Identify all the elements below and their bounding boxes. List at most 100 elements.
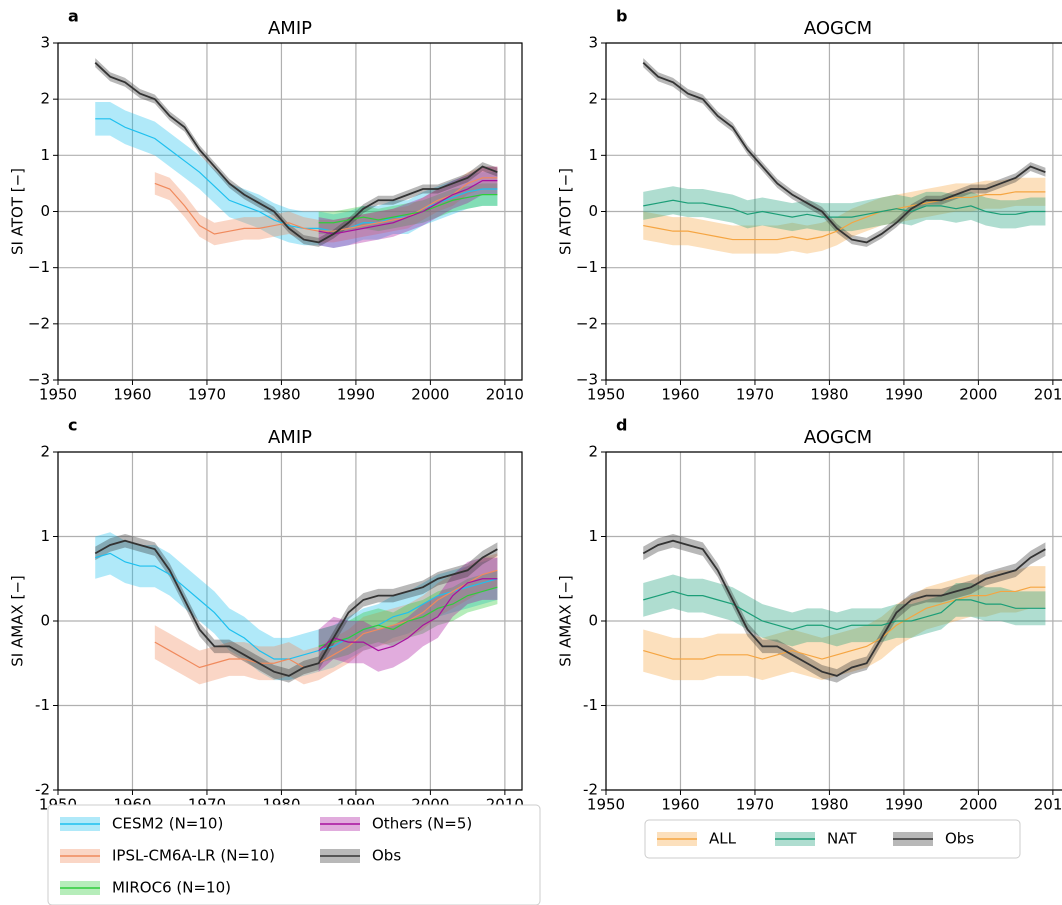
legend-label: CESM2 (N=10) — [112, 815, 223, 833]
band — [318, 183, 498, 234]
y-tick-label: −1 — [576, 258, 598, 276]
x-tick-label: 1960 — [113, 386, 151, 404]
band — [95, 532, 498, 681]
legend-label: IPSL-CM6A-LR (N=10) — [112, 847, 275, 865]
legend-label: NAT — [827, 830, 857, 848]
y-tick-label: 2 — [588, 90, 598, 108]
x-tick-label: 1980 — [262, 386, 300, 404]
y-axis-label: SI AMAX [−] — [9, 575, 27, 667]
x-tick-label: 1950 — [39, 386, 77, 404]
plot-frame — [57, 42, 523, 381]
band — [95, 101, 498, 249]
y-tick-label: 1 — [588, 527, 598, 545]
line — [94, 539, 498, 677]
plot-frame — [57, 451, 523, 791]
x-tick-label: 2000 — [411, 386, 449, 404]
y-tick-label: 1 — [40, 146, 50, 164]
line — [318, 180, 498, 235]
band — [95, 533, 498, 683]
line — [318, 578, 498, 652]
y-tick-label: −3 — [28, 371, 50, 389]
y-tick-label: 0 — [40, 202, 50, 220]
x-tick-label: 1960 — [661, 796, 699, 814]
band — [643, 186, 1046, 232]
y-tick-label: −2 — [28, 314, 50, 332]
band — [318, 557, 498, 672]
legend-label: Others (N=5) — [372, 815, 472, 833]
band — [643, 574, 1046, 647]
x-tick-label: 1970 — [188, 386, 226, 404]
band — [643, 533, 1046, 683]
line — [643, 590, 1046, 631]
band — [318, 570, 498, 664]
y-axis-label: SI AMAX [−] — [557, 575, 575, 667]
y-tick-label: −1 — [28, 258, 50, 276]
y-tick-label: -1 — [583, 696, 598, 714]
legend-frame — [47, 804, 541, 905]
plot-frame — [605, 451, 1062, 791]
legend-label: MIROC6 (N=10) — [112, 879, 231, 897]
legend-label: Obs — [372, 847, 401, 865]
x-tick-label: 2000 — [959, 796, 997, 814]
x-tick-label: 1990 — [885, 386, 923, 404]
y-axis-label: SI ATOT [−] — [9, 168, 27, 255]
x-tick-label: 1990 — [337, 386, 375, 404]
x-tick-label: 2000 — [959, 386, 997, 404]
band — [154, 553, 498, 685]
line — [642, 62, 1046, 244]
x-tick-label: 1950 — [587, 796, 625, 814]
x-tick-label: 2010 — [486, 386, 524, 404]
line — [643, 586, 1046, 660]
panel-title: AMIP — [268, 427, 312, 448]
panel-label: c — [68, 416, 77, 435]
x-tick-label: 2010 — [1034, 386, 1062, 404]
band — [643, 177, 1046, 254]
panel-label: b — [616, 7, 627, 26]
y-tick-label: 0 — [588, 202, 598, 220]
line — [154, 177, 498, 235]
legend-label: ALL — [709, 830, 737, 848]
y-tick-label: 1 — [588, 146, 598, 164]
legend-frame — [644, 819, 1021, 859]
y-tick-label: 2 — [588, 443, 598, 461]
panel-title: AMIP — [268, 18, 312, 39]
y-tick-label: -1 — [35, 696, 50, 714]
x-tick-label: 1950 — [587, 386, 625, 404]
y-tick-label: 2 — [40, 90, 50, 108]
line — [318, 586, 498, 647]
y-tick-label: 3 — [40, 34, 50, 52]
y-tick-label: −3 — [576, 371, 598, 389]
panel-title: AOGCM — [804, 427, 872, 448]
y-tick-label: 0 — [40, 612, 50, 630]
y-tick-label: -2 — [583, 781, 598, 799]
y-tick-label: 1 — [40, 527, 50, 545]
panel-title: AOGCM — [804, 18, 872, 39]
band — [154, 166, 498, 246]
line — [318, 194, 498, 224]
y-axis-label: SI ATOT [−] — [557, 168, 575, 255]
plot-frame — [605, 42, 1062, 381]
line — [643, 191, 1046, 241]
panel-label: a — [68, 7, 79, 26]
y-tick-label: 2 — [40, 443, 50, 461]
x-tick-label: 1970 — [736, 796, 774, 814]
x-tick-label: 1990 — [885, 796, 923, 814]
y-tick-label: 3 — [588, 34, 598, 52]
y-tick-label: -2 — [35, 781, 50, 799]
y-tick-label: 0 — [588, 612, 598, 630]
line — [95, 552, 498, 660]
y-tick-label: −2 — [576, 314, 598, 332]
x-tick-label: 1980 — [810, 796, 848, 814]
x-tick-label: 2010 — [1034, 796, 1062, 814]
line — [154, 569, 498, 669]
legend-label: Obs — [945, 830, 974, 848]
x-tick-label: 1960 — [661, 386, 699, 404]
line — [94, 62, 498, 244]
panel-label: d — [616, 416, 627, 435]
line — [643, 199, 1046, 218]
x-tick-label: 1970 — [736, 386, 774, 404]
line — [95, 118, 498, 232]
band — [318, 166, 498, 249]
